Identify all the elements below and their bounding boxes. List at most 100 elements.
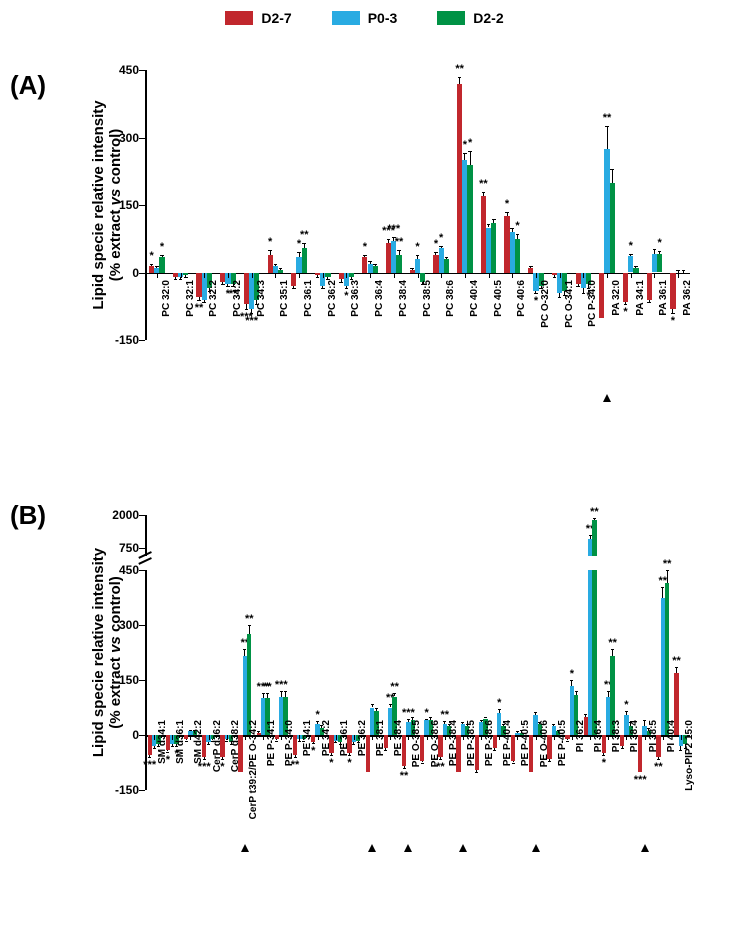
- chart-a: Lipid specie relative intensity(% extrac…: [90, 60, 710, 480]
- significance-marker: *: [505, 198, 509, 210]
- bar: [610, 183, 615, 273]
- significance-marker: ***: [143, 759, 156, 771]
- significance-marker: *: [315, 709, 319, 721]
- bar: [638, 735, 642, 772]
- bar: [402, 735, 406, 766]
- bar: [420, 735, 424, 761]
- plot-area: -15001503004507502000***SM d34:1**SM d36…: [145, 505, 690, 935]
- bar: [670, 273, 675, 309]
- bar: [511, 735, 515, 761]
- bar: [602, 735, 606, 753]
- arrow-icon: [404, 844, 412, 852]
- bar: [599, 273, 604, 318]
- x-tick-label: PC 40:4: [469, 280, 480, 400]
- significance-marker: **: [263, 681, 272, 693]
- y-tick-label: 2000: [101, 508, 139, 522]
- bar: [647, 273, 652, 300]
- x-tick-label: PC O-34:1: [564, 280, 575, 400]
- bar: [384, 735, 388, 748]
- bar: [674, 673, 678, 735]
- panel-b-label: (B): [10, 500, 46, 531]
- legend-item: D2-7: [225, 10, 291, 26]
- significance-marker: **: [195, 302, 204, 314]
- significance-marker: **: [395, 236, 404, 248]
- chart-b: Lipid specie relative intensity(% extrac…: [90, 505, 710, 935]
- bar: [665, 583, 669, 735]
- bar: [491, 223, 496, 273]
- significance-marker: *: [624, 699, 628, 711]
- y-tick-label: -150: [101, 333, 139, 347]
- significance-marker: *: [220, 761, 224, 773]
- bar: [415, 259, 420, 273]
- bar: [291, 273, 296, 287]
- legend-swatch: [225, 11, 253, 25]
- arrow-icon: [459, 844, 467, 852]
- significance-marker: *: [424, 707, 428, 719]
- x-tick-label: PC P-34:0: [587, 280, 598, 400]
- bar: [159, 257, 164, 273]
- significance-marker: ***: [387, 223, 400, 235]
- bar: [302, 248, 307, 273]
- bar: [657, 254, 662, 273]
- bar: [656, 735, 660, 757]
- significance-marker: **: [654, 761, 663, 773]
- significance-marker: *: [268, 236, 272, 248]
- legend-label: D2-2: [473, 10, 503, 26]
- significance-marker: **: [672, 655, 681, 667]
- x-tick-label: PC 38:5: [422, 280, 433, 400]
- y-tick-label: 450: [101, 563, 139, 577]
- x-tick-label: PC 36:3: [350, 280, 361, 400]
- x-tick-label: PC 32:2: [208, 280, 219, 400]
- x-tick-label: PA 36:1: [658, 280, 669, 400]
- y-tick-label: -150: [101, 783, 139, 797]
- significance-marker: *: [311, 745, 315, 757]
- x-tick-label: PA 36:2: [682, 280, 693, 400]
- plot-area: -1500150300450**PC 32:0PC 32:1**PC 32:2*…: [145, 60, 690, 480]
- x-tick-label: PI 40:4: [666, 720, 677, 850]
- x-tick-label: PC 34:2: [232, 280, 243, 400]
- x-tick-label: Lyso-PIP2 15:0: [684, 720, 695, 850]
- significance-marker: **: [590, 506, 599, 518]
- significance-marker: *: [439, 232, 443, 244]
- x-tick-label: PC O-32:0: [540, 280, 551, 400]
- significance-marker: *: [468, 137, 472, 149]
- significance-marker: **: [245, 613, 254, 625]
- x-tick-label: PC 32:1: [185, 280, 196, 400]
- panel-a-label: (A): [10, 70, 46, 101]
- significance-marker: *: [329, 757, 333, 769]
- bar: [396, 255, 401, 273]
- x-tick-label: PC 32:0: [161, 280, 172, 400]
- significance-marker: *: [149, 250, 153, 262]
- x-tick-label: PC 35:1: [279, 280, 290, 400]
- x-tick-label: PA 34:1: [635, 280, 646, 400]
- significance-marker: **: [603, 112, 612, 124]
- bar: [238, 735, 242, 772]
- legend: D2-7P0-3D2-2: [0, 0, 729, 26]
- significance-marker: *: [415, 241, 419, 253]
- y-tick-label: 150: [101, 198, 139, 212]
- bar: [278, 270, 283, 272]
- y-tick-label: 450: [101, 63, 139, 77]
- significance-marker: *: [434, 238, 438, 250]
- bar: [515, 239, 520, 273]
- bar: [547, 735, 551, 759]
- significance-marker: *: [347, 757, 351, 769]
- x-tick-label: CerP t39:2/PE O-34:2: [248, 720, 259, 850]
- bar: [592, 570, 596, 735]
- bar: [633, 268, 638, 273]
- y-tick-label: 0: [101, 728, 139, 742]
- significance-marker: **: [455, 63, 464, 75]
- bar: [620, 735, 624, 746]
- x-tick-label: PC 40:5: [493, 280, 504, 400]
- bar: [493, 735, 497, 748]
- significance-marker: *: [515, 220, 519, 232]
- y-tick-label: 750: [101, 541, 139, 555]
- significance-marker: **: [400, 770, 409, 782]
- significance-marker: ***: [634, 774, 647, 786]
- bar: [366, 735, 370, 772]
- significance-marker: *: [602, 757, 606, 769]
- significance-marker: **: [608, 637, 617, 649]
- bar: [438, 735, 442, 757]
- significance-marker: **: [479, 178, 488, 190]
- significance-marker: *: [363, 241, 367, 253]
